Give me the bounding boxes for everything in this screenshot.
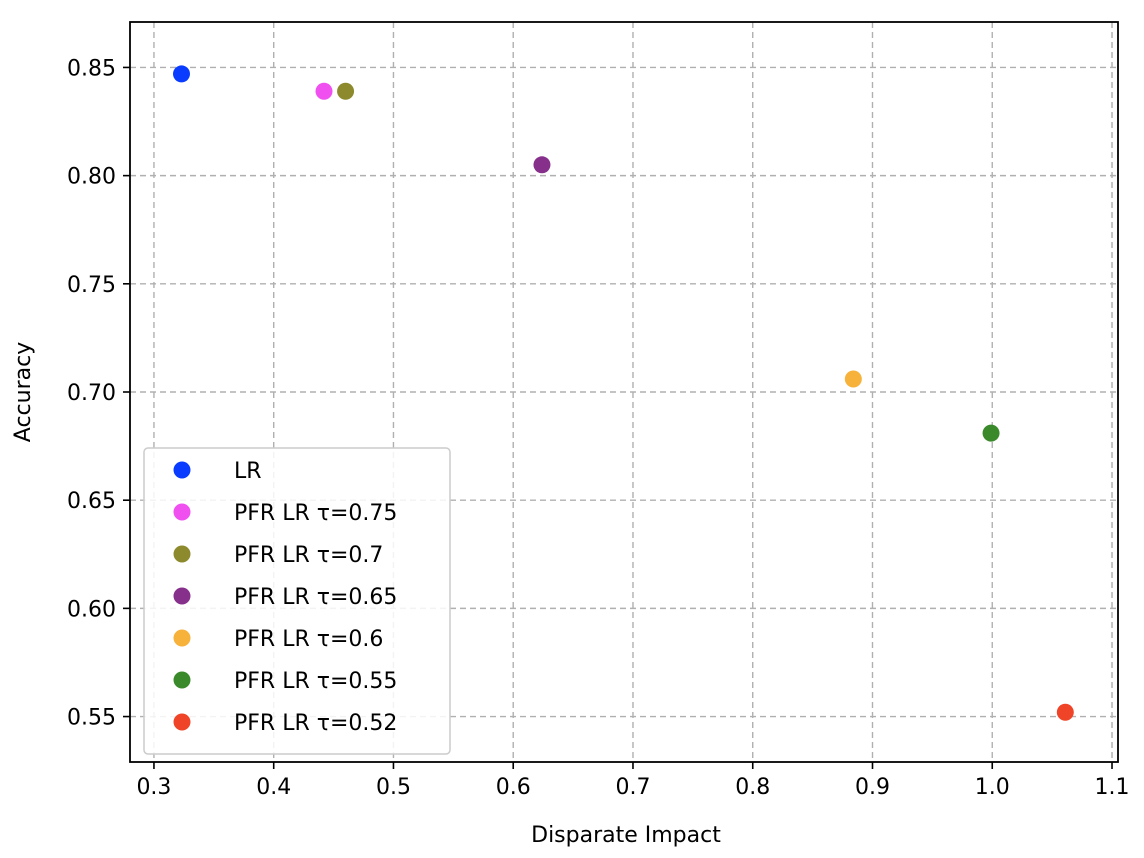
legend-label: PFR LR τ=0.6 [234, 627, 383, 652]
y-tick-label: 0.70 [67, 381, 116, 406]
x-tick-label: 0.9 [855, 775, 890, 800]
x-tick-label: 0.7 [615, 775, 650, 800]
y-tick-label: 0.80 [67, 165, 116, 190]
data-point [337, 82, 355, 100]
y-tick-label: 0.55 [67, 706, 116, 731]
data-point [533, 156, 551, 174]
axis-ticks: 0.3 0.4 0.5 0.6 0.7 0.8 0.9 1.0 1.1 0.55 0.60 0.65 0… [67, 56, 1129, 800]
x-tick-label: 0.3 [136, 775, 171, 800]
y-tick-label: 0.85 [67, 56, 116, 81]
legend-marker [173, 713, 191, 731]
legend-marker [173, 545, 191, 563]
legend-marker [173, 461, 191, 479]
legend-label: PFR LR τ=0.52 [234, 711, 397, 736]
x-tick-label: 1.0 [975, 775, 1010, 800]
legend-marker [173, 629, 191, 647]
legend-label: PFR LR τ=0.7 [234, 543, 383, 568]
legend-marker [173, 503, 191, 521]
x-tick-label: 0.4 [256, 775, 291, 800]
x-axis-label: Disparate Impact [531, 823, 721, 848]
data-point [844, 370, 862, 388]
data-point [982, 424, 1000, 442]
y-tick-label: 0.65 [67, 489, 116, 514]
legend-marker [173, 671, 191, 689]
y-tick-label: 0.60 [67, 597, 116, 622]
x-tick-label: 1.1 [1095, 775, 1130, 800]
x-tick-label: 0.6 [496, 775, 531, 800]
data-points [172, 65, 1074, 721]
legend: LR PFR LR τ=0.75 PFR LR τ=0.7 PFR LR τ=0.65… [143, 447, 451, 755]
legend-label: PFR LR τ=0.65 [234, 585, 397, 610]
x-tick-label: 0.8 [735, 775, 770, 800]
legend-marker [173, 587, 191, 605]
data-point [315, 82, 333, 100]
grid-layer [130, 22, 1118, 762]
legend-label: PFR LR τ=0.55 [234, 669, 397, 694]
legend-box [143, 447, 451, 755]
legend-label: PFR LR τ=0.75 [234, 501, 397, 526]
data-point [1056, 703, 1074, 721]
y-tick-label: 0.75 [67, 273, 116, 298]
legend-label: LR [234, 459, 262, 484]
y-axis-label: Accuracy [11, 342, 36, 442]
x-tick-label: 0.5 [376, 775, 411, 800]
data-point [172, 65, 190, 83]
